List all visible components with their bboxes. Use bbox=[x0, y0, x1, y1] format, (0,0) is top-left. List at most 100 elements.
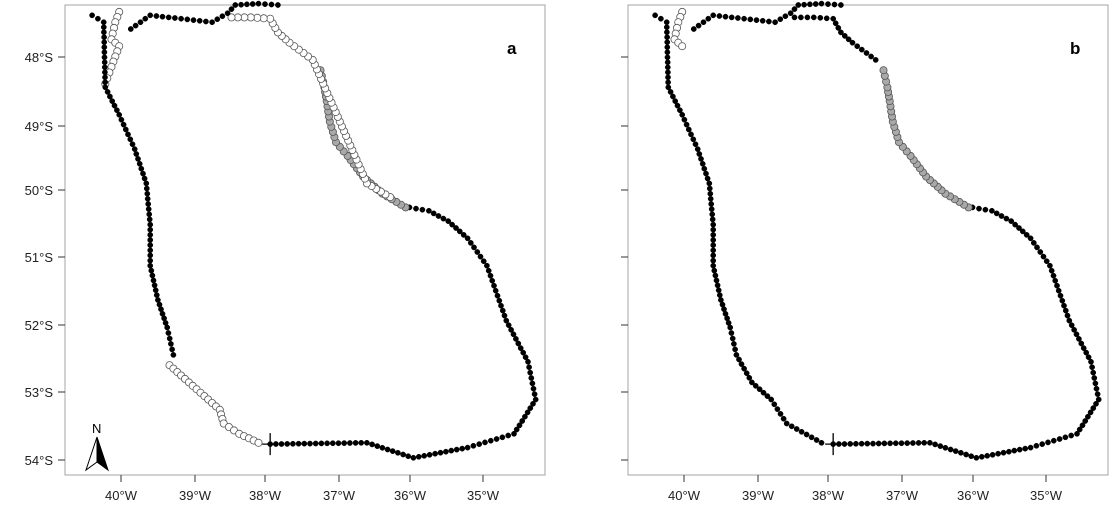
track-point bbox=[153, 292, 160, 298]
track-point bbox=[249, 1, 256, 7]
track-point bbox=[793, 426, 800, 432]
track-point bbox=[448, 447, 455, 454]
north-label: N bbox=[92, 421, 101, 436]
track-point bbox=[706, 180, 713, 187]
track-point bbox=[329, 440, 336, 447]
x-tick-label: 40°W bbox=[105, 488, 138, 503]
track-point bbox=[133, 151, 140, 157]
track-point bbox=[780, 415, 787, 422]
track-point bbox=[984, 452, 991, 459]
track-point bbox=[665, 69, 671, 76]
track-point bbox=[818, 439, 825, 446]
track-point bbox=[147, 221, 154, 228]
track-point bbox=[898, 440, 905, 447]
map-panel-a: a N 40°W 39°W 38°W 37°W 36°W 35°W bbox=[25, 0, 546, 503]
track-point bbox=[743, 370, 750, 377]
track-point bbox=[501, 312, 508, 319]
track-point bbox=[690, 26, 697, 32]
track-point bbox=[677, 107, 683, 114]
track-point bbox=[443, 448, 449, 455]
track-point bbox=[224, 10, 231, 17]
y-tick-label: 52°S bbox=[25, 318, 54, 333]
track-point bbox=[927, 439, 933, 446]
track-point bbox=[1082, 418, 1089, 424]
track-point bbox=[410, 454, 417, 461]
track-point bbox=[459, 445, 466, 452]
track-point bbox=[1048, 267, 1055, 274]
track-point bbox=[768, 396, 775, 403]
track-point bbox=[508, 326, 514, 333]
track-point bbox=[733, 352, 740, 358]
track-point bbox=[499, 434, 506, 441]
track-point bbox=[752, 382, 759, 389]
x-tick-label: 40°W bbox=[668, 488, 701, 503]
track-point bbox=[524, 409, 531, 416]
track-point bbox=[735, 15, 741, 21]
track-point bbox=[499, 307, 506, 314]
track-point bbox=[678, 42, 687, 51]
track-point bbox=[453, 446, 460, 453]
track-point bbox=[1090, 405, 1097, 411]
track-point bbox=[732, 346, 738, 353]
track-point bbox=[731, 341, 737, 347]
track-point bbox=[520, 349, 527, 356]
x-axis: 40°W 39°W 38°W 37°W 36°W 35°W bbox=[668, 475, 1063, 503]
x-tick-label: 35°W bbox=[467, 488, 500, 503]
track-point bbox=[921, 439, 928, 446]
track-point bbox=[823, 15, 830, 22]
track-point bbox=[166, 335, 173, 342]
track-point bbox=[529, 380, 536, 387]
track-point bbox=[1006, 448, 1012, 455]
track-point bbox=[100, 24, 107, 31]
track-point bbox=[1076, 426, 1083, 433]
track-point bbox=[471, 244, 477, 251]
track-point bbox=[849, 39, 856, 46]
track-point bbox=[432, 450, 438, 457]
track-point bbox=[978, 453, 985, 460]
track-point bbox=[710, 226, 717, 233]
track-point bbox=[148, 267, 155, 274]
track-point bbox=[853, 440, 859, 447]
track-point bbox=[358, 439, 365, 446]
track-point bbox=[178, 15, 184, 22]
x-tick-label: 38°W bbox=[812, 488, 845, 503]
track-point bbox=[122, 126, 129, 133]
track-point bbox=[147, 252, 154, 259]
track-point bbox=[973, 454, 980, 461]
track-point bbox=[777, 16, 784, 23]
track-point bbox=[664, 34, 670, 41]
track-point bbox=[1076, 336, 1082, 342]
track-point bbox=[493, 436, 500, 442]
track-point bbox=[1066, 317, 1073, 324]
track-point bbox=[698, 156, 704, 162]
track-point bbox=[788, 423, 795, 430]
track-point bbox=[989, 207, 995, 214]
track-point bbox=[1080, 345, 1087, 351]
track-point bbox=[102, 74, 108, 81]
track-point bbox=[209, 19, 215, 26]
track-point bbox=[494, 292, 501, 299]
track-point bbox=[419, 206, 426, 213]
track-point bbox=[818, 0, 825, 7]
track-point bbox=[695, 22, 702, 29]
track-point bbox=[722, 13, 729, 20]
track-point bbox=[118, 116, 125, 123]
track-point bbox=[667, 89, 674, 95]
track-point bbox=[1011, 447, 1018, 454]
track-point bbox=[470, 442, 477, 449]
track-point bbox=[710, 221, 717, 228]
y-tick-label: 54°S bbox=[25, 453, 54, 468]
track-point bbox=[144, 190, 151, 197]
track-point bbox=[801, 1, 807, 8]
track-point bbox=[845, 36, 852, 43]
track-point bbox=[109, 98, 116, 104]
track-point bbox=[395, 449, 401, 456]
track-point bbox=[710, 247, 717, 254]
track-point bbox=[963, 451, 969, 458]
track-point bbox=[138, 165, 145, 172]
track-point bbox=[782, 13, 789, 20]
track-point bbox=[1057, 292, 1064, 299]
track-point bbox=[694, 146, 701, 152]
track-point bbox=[374, 443, 381, 449]
track-point bbox=[232, 2, 239, 8]
